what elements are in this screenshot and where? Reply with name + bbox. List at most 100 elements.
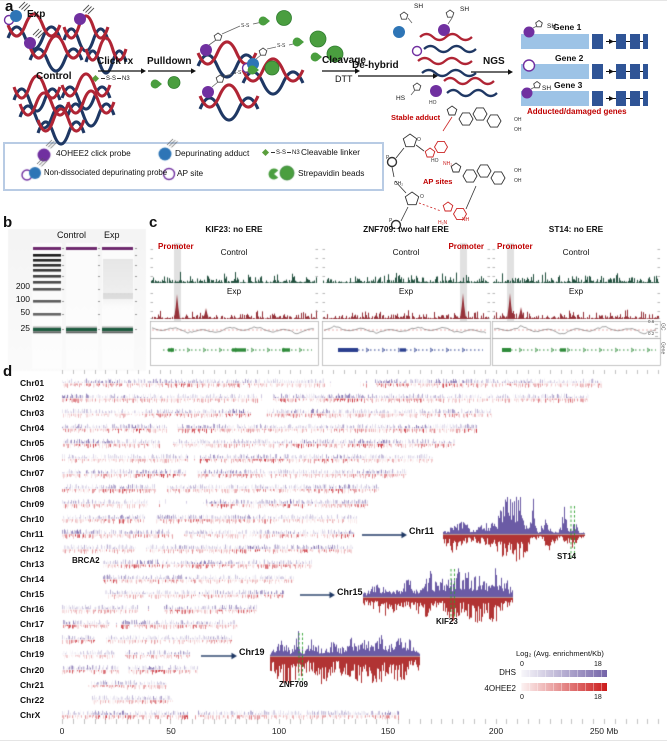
step-arrow-icon xyxy=(148,68,196,74)
ssdna-strand-icon xyxy=(421,68,477,78)
ring-icon xyxy=(490,171,506,185)
click-tail-icon xyxy=(18,1,31,12)
promoter-label-kif23: Promoter xyxy=(158,242,194,251)
ring-icon xyxy=(424,147,436,158)
dna-helix-icon xyxy=(84,36,128,75)
chem-atom-12: CH₂ xyxy=(394,181,404,187)
chr-label-Chr01: Chr01 xyxy=(20,378,45,388)
dna-helix-icon xyxy=(60,72,112,111)
ring-icon xyxy=(404,191,420,206)
chr-label-Chr17: Chr17 xyxy=(20,619,45,630)
gc-axis-label: GC xyxy=(659,323,666,331)
gel-lane-exp-label: Exp xyxy=(104,230,120,240)
cleavable-linker-icon: S-S N3 xyxy=(91,74,130,83)
click-tail-icon xyxy=(32,28,45,39)
step-pulldown: Pulldown xyxy=(147,56,192,67)
control-track-label-znf709: Control xyxy=(392,247,420,257)
thiol-label-1: SH xyxy=(460,6,470,13)
chr-label-Chr14: Chr14 xyxy=(20,574,45,585)
inset-chr15-label: Chr15 xyxy=(337,587,363,597)
chem-atom-4: HO xyxy=(431,158,439,164)
depurinating-probe-icon xyxy=(10,10,22,22)
thiol-label-2: HS xyxy=(396,95,406,102)
ap-sites-label: AP sites xyxy=(423,177,453,186)
track-title-st14: ST14: no ERE xyxy=(548,224,604,234)
axis-tick-label-4: 200 xyxy=(488,726,504,736)
click-probe-icon xyxy=(200,44,212,56)
step-cleavage: Cleavage xyxy=(322,55,366,66)
ring-icon xyxy=(476,164,492,178)
strepavidin-icon xyxy=(310,52,322,62)
chr-label-Chr04: Chr04 xyxy=(20,423,45,434)
bead-icon xyxy=(264,60,280,76)
adducted-genes-caption: Adducted/damaged genes xyxy=(527,107,627,116)
svg-text:S-S: S-S xyxy=(277,43,286,49)
axis-tick-label-2: 100 xyxy=(271,726,287,736)
depurinating-adduct-icon xyxy=(393,26,405,38)
chem-atom-3: NH₂ xyxy=(443,161,453,167)
chr-label-Chr10: Chr10 xyxy=(20,513,45,524)
chr-label-Chr22: Chr22 xyxy=(20,694,45,705)
chr-label-Chr19: Chr19 xyxy=(20,649,45,660)
click-tail-icon xyxy=(82,4,95,15)
panel-b-letter: b xyxy=(3,214,13,231)
gel-lane-control-label: Control xyxy=(57,230,87,240)
ssdna-strand-icon xyxy=(443,76,495,86)
strepavidin-icon xyxy=(258,16,270,26)
track-title-kif23: KIF23: no ERE xyxy=(205,224,263,234)
ring-icon xyxy=(402,133,418,148)
legend-item-strepavidin: Strepavidin beads xyxy=(298,168,365,178)
chem-atom-11: P xyxy=(389,218,393,224)
inset-gene-znf709: ZNF709 xyxy=(279,680,308,689)
gc-scale-bottom: 0.2 xyxy=(648,331,655,336)
legend-item-nondissociated: Non-dissociated depurinating probe xyxy=(44,168,168,177)
chr-label-Chr16: Chr16 xyxy=(20,604,45,615)
gc-scale-top: 0.6 xyxy=(648,319,655,324)
ssdna-strand-icon xyxy=(423,44,477,54)
control-group-label: Control xyxy=(36,71,72,82)
chem-atom-10: P xyxy=(386,155,390,161)
bead-icon xyxy=(309,30,327,48)
chem-atom-6: OH xyxy=(514,178,522,184)
chr-label-Chr13: Chr13 xyxy=(20,558,45,569)
ring-icon xyxy=(433,140,449,154)
inset-chr11-label: Chr11 xyxy=(409,526,435,536)
control-track-label-kif23: Control xyxy=(220,247,248,257)
ring-icon xyxy=(442,201,454,212)
chr-label-Chr07: Chr07 xyxy=(20,468,45,479)
ring-icon xyxy=(472,107,488,121)
step-arrow-icon xyxy=(322,68,360,74)
enrichment-legend-title: Log₂ (Avg. enrichment/Kb) xyxy=(516,649,604,658)
svg-text:S-S: S-S xyxy=(233,70,242,76)
strepavidin-icon xyxy=(247,65,259,75)
chem-atom-1: OH xyxy=(514,117,522,123)
chr-label-Chr21: Chr21 xyxy=(20,679,45,690)
click-probe-icon xyxy=(202,86,214,98)
click-probe-icon xyxy=(24,37,36,49)
dna-helix-icon xyxy=(198,83,260,122)
ohee2-scale-min: 0 xyxy=(520,694,524,701)
dtt-label: DTT xyxy=(335,74,353,84)
legend-item-depurinating: Depurinating adduct xyxy=(175,148,250,158)
triazole-icon xyxy=(399,11,409,20)
dhs-scale-min: 0 xyxy=(520,661,524,668)
thiol-label-0: SH xyxy=(414,3,424,10)
step-click-rx: Click rx xyxy=(97,56,134,67)
click-probe-icon xyxy=(74,13,86,25)
bead-icon xyxy=(326,45,344,63)
dhs-scale-max: 18 xyxy=(594,661,602,668)
svg-text:S-S: S-S xyxy=(241,23,250,29)
chem-atom-8: NH xyxy=(462,217,470,223)
step-arrow-icon xyxy=(358,73,438,79)
chr-label-Chr18: Chr18 xyxy=(20,634,45,645)
chem-atom-5: OH xyxy=(514,168,522,174)
dna-helix-icon xyxy=(6,12,62,51)
gene-1-label: Gene 1 xyxy=(553,22,582,32)
chr-label-Chr05: Chr05 xyxy=(20,438,45,449)
dhs-legend-label: DHS xyxy=(499,668,516,677)
axis-tick-label-1: 50 xyxy=(166,726,176,736)
brca2-annotation: BRCA2 xyxy=(72,556,100,565)
strepavidin-icon xyxy=(292,37,304,47)
